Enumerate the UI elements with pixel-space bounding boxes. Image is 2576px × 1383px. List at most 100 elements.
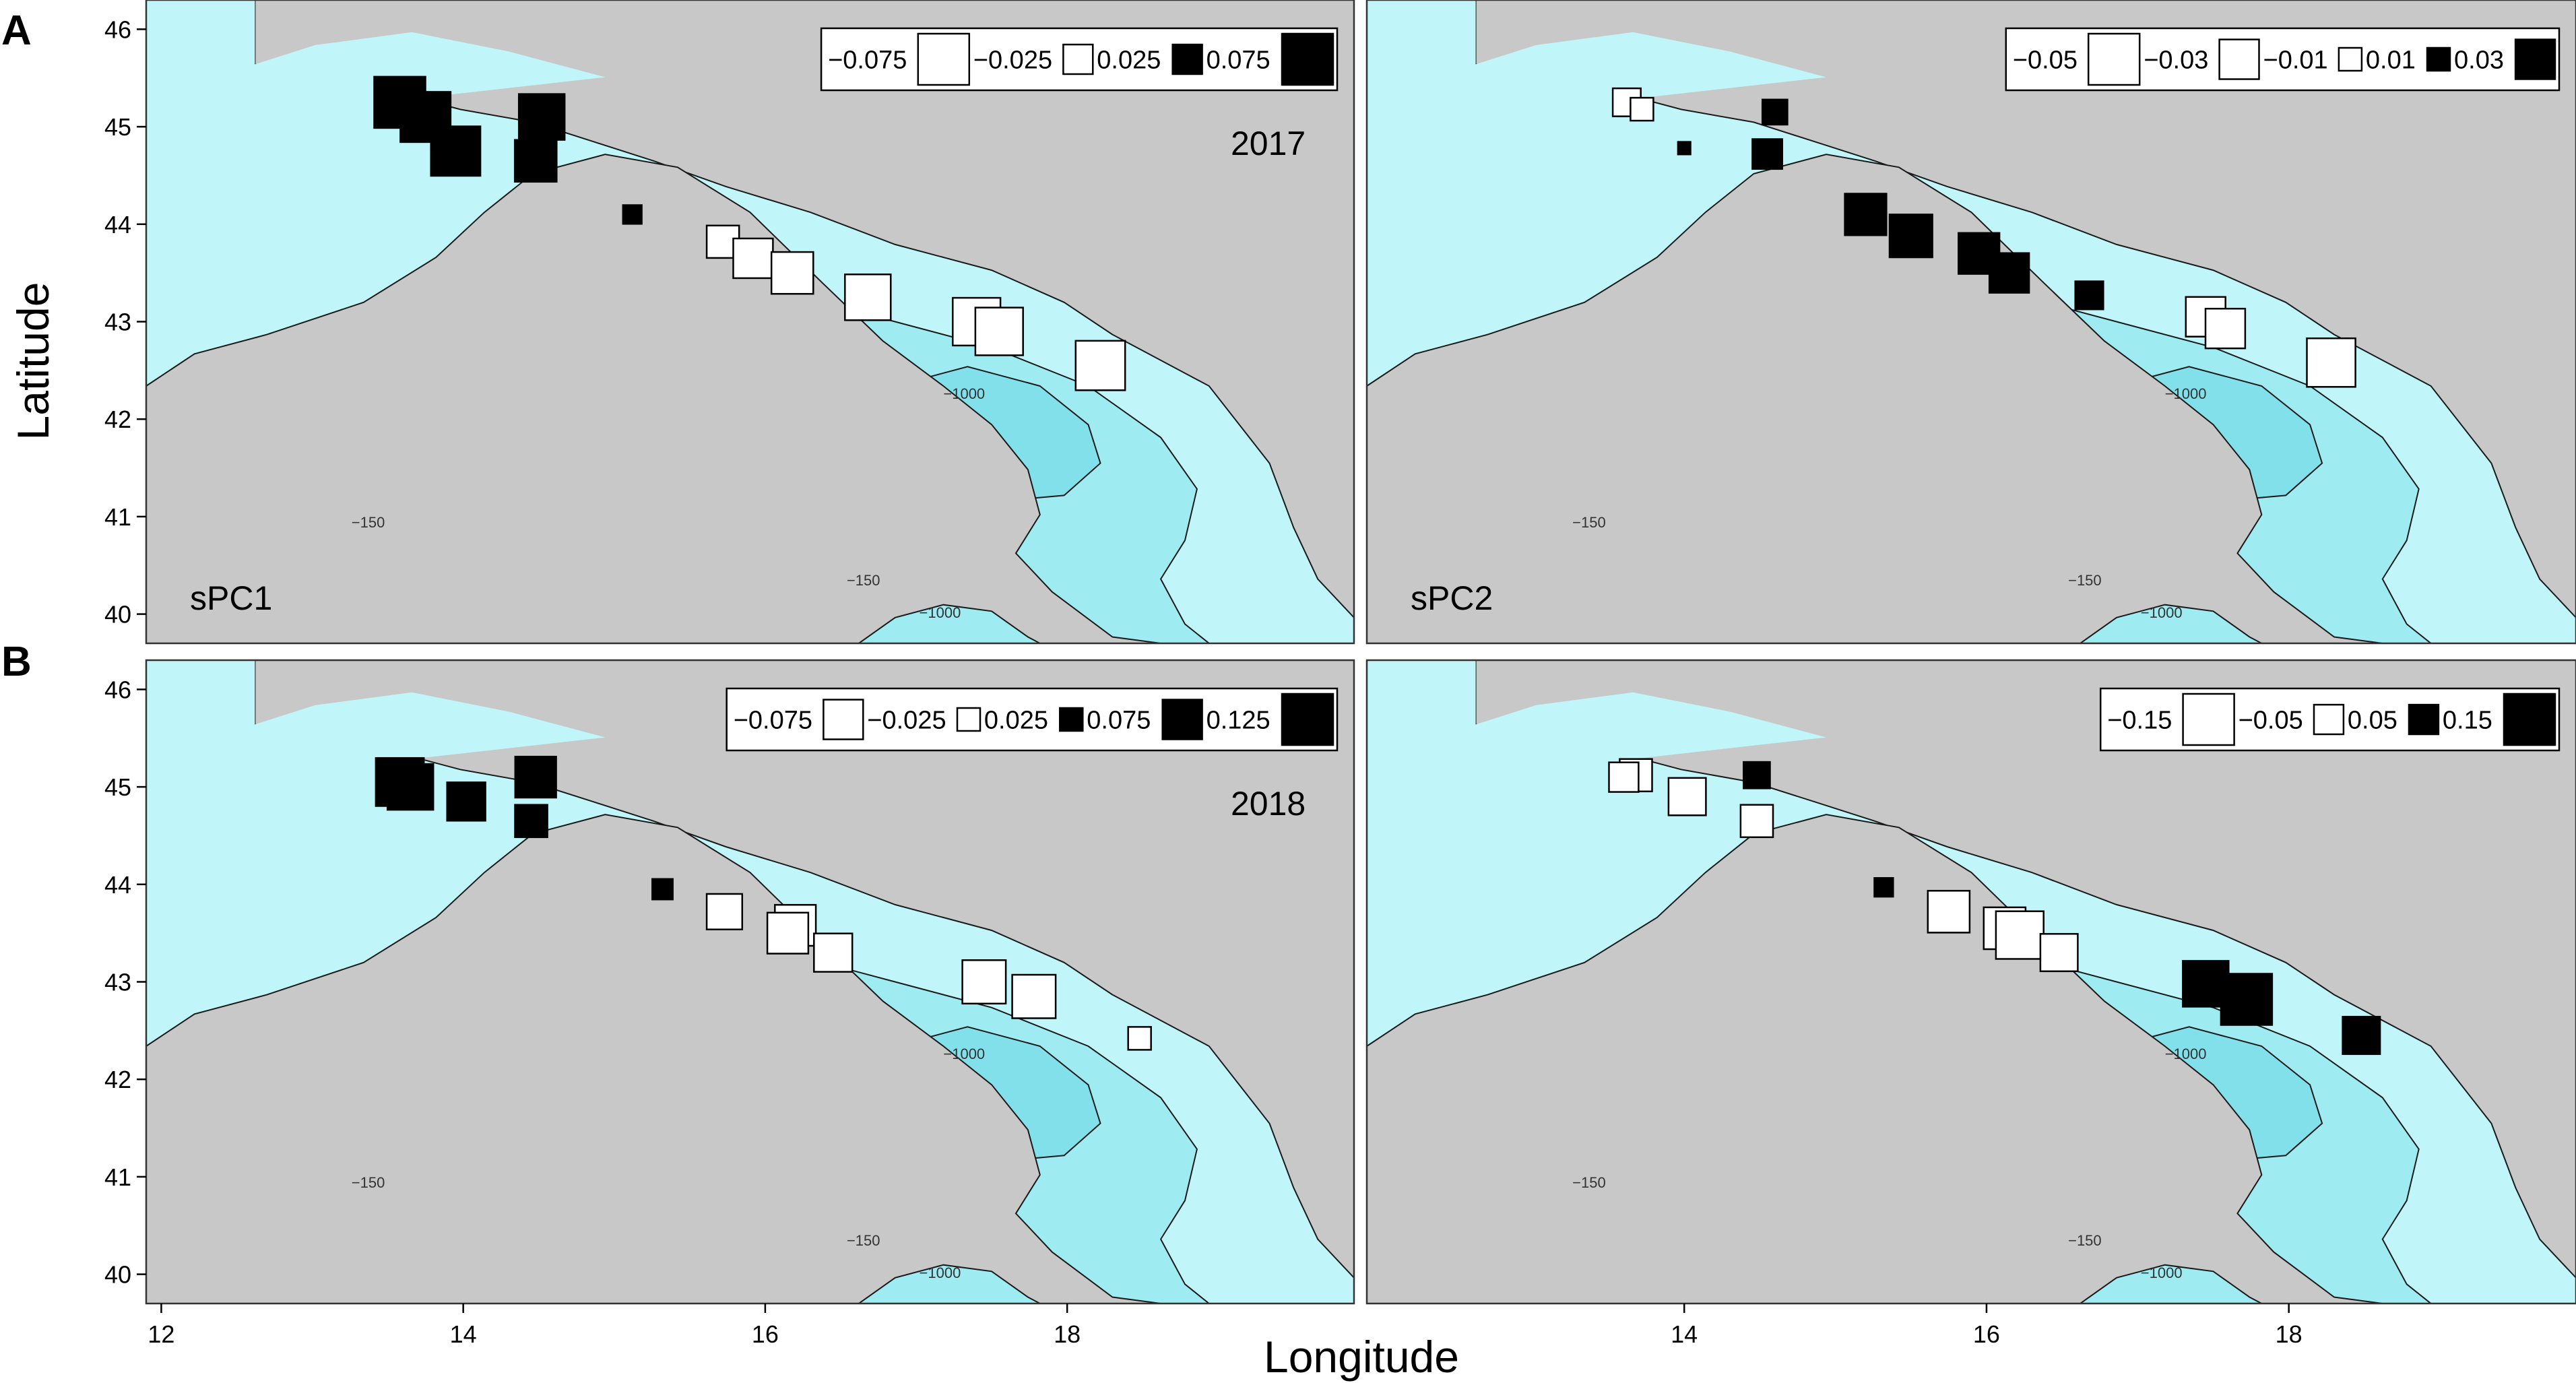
contour-label-1000-south: −1000	[2141, 604, 2183, 621]
year-label: 2018	[1231, 785, 1306, 823]
legend-label: −0.025	[973, 46, 1052, 74]
contour-label-150-south: −150	[2068, 572, 2102, 589]
panel-letter-a: A	[1, 7, 32, 54]
legend-swatch	[823, 699, 864, 740]
lat-tick-label: 43	[104, 309, 131, 336]
site-marker	[514, 804, 548, 839]
legend-label: 0.03	[2454, 46, 2504, 74]
legend-swatch	[2313, 703, 2345, 736]
lon-tick-label: 14	[1671, 1320, 1698, 1348]
legend-swatch	[1171, 43, 1203, 75]
legend-swatch	[2514, 38, 2556, 80]
legend-a2: −0.05 −0.03 −0.01 0.01 0.03	[2005, 27, 2561, 92]
site-marker	[430, 125, 482, 177]
lon-tick-label: 16	[1973, 1320, 2000, 1348]
site-marker	[813, 932, 854, 973]
x-axis-label: Longitude	[1264, 1332, 1459, 1382]
lat-tick-label: 44	[104, 871, 131, 899]
legend-swatch	[1161, 699, 1203, 740]
map-panel-b2: −1000 −150 −1000 −150	[1367, 660, 2576, 1304]
site-marker	[844, 274, 892, 321]
map-panel-b1: −1000 −150 −1000 −150	[146, 660, 1354, 1304]
contour-label-150: −150	[352, 1174, 385, 1191]
legend-swatch	[2087, 32, 2141, 86]
site-marker	[1927, 890, 1971, 934]
lon-tick-label: 16	[752, 1320, 779, 1348]
lat-tick-label: 40	[104, 601, 131, 629]
legend-label: 0.025	[984, 706, 1048, 734]
legend-label: −0.075	[734, 706, 812, 734]
site-marker	[961, 959, 1007, 1005]
site-marker	[1873, 877, 1894, 898]
contour-label-1000-south: −1000	[2141, 1264, 2183, 1281]
lat-tick-label: 46	[104, 15, 131, 43]
site-marker	[1743, 761, 1771, 790]
site-marker	[446, 781, 486, 822]
site-marker	[766, 911, 810, 955]
legend-swatch	[2182, 693, 2235, 746]
sea-north	[146, 0, 606, 129]
lat-tick-label: 41	[104, 1163, 131, 1191]
site-marker	[1630, 96, 1654, 122]
sea-north	[146, 660, 606, 789]
site-marker	[1677, 141, 1692, 156]
site-marker	[1667, 777, 1707, 816]
site-marker	[2074, 280, 2104, 311]
contour-label-150-south: −150	[847, 1232, 880, 1249]
land-italy	[1367, 814, 2383, 1304]
legend-label: −0.05	[2239, 706, 2303, 734]
legend-swatch	[2338, 46, 2363, 72]
legend-label: 0.025	[1097, 46, 1161, 74]
contour-label-1000: −1000	[2165, 385, 2207, 402]
lat-tick-label: 44	[104, 211, 131, 238]
legend-b2: −0.15 −0.05 0.05 0.15	[2099, 687, 2561, 752]
contour-label-150: −150	[352, 514, 385, 531]
site-marker	[2306, 337, 2356, 388]
site-marker	[1761, 98, 1789, 126]
legend-swatch	[2503, 693, 2556, 746]
contour-label-150: −150	[1572, 1174, 1606, 1191]
site-marker	[770, 251, 814, 295]
legend-label: 0.15	[2443, 706, 2492, 734]
site-marker	[1608, 761, 1640, 793]
site-marker	[1988, 252, 2030, 294]
lat-tick-label: 46	[104, 676, 131, 703]
site-marker	[1011, 973, 1057, 1019]
legend-label: 0.01	[2366, 46, 2416, 74]
sea-north	[1367, 660, 1827, 789]
site-marker	[517, 93, 566, 141]
lat-tick-label: 40	[104, 1261, 131, 1289]
legend-b1: −0.075 −0.025 0.025 0.075 0.125	[726, 687, 1339, 752]
panel-frame	[1365, 659, 2576, 1305]
site-marker	[1739, 804, 1774, 839]
lon-tick-label: 14	[450, 1320, 477, 1348]
map-panel-a1: −1000 −150 −1000 −150	[146, 0, 1354, 643]
site-marker	[2220, 973, 2274, 1026]
legend-label: 0.05	[2348, 706, 2397, 734]
lon-tick-label: 18	[2276, 1320, 2303, 1348]
legend-swatch	[2218, 38, 2260, 80]
legend-label: 0.075	[1206, 46, 1270, 74]
lat-tick-label: 42	[104, 1066, 131, 1093]
legend-a1: −0.075 −0.025 0.025 0.075	[820, 27, 1339, 92]
lat-tick-label: 43	[104, 969, 131, 996]
y-axis-label: Latitude	[8, 282, 58, 441]
lat-tick-label: 45	[104, 113, 131, 141]
contour-label-1000: −1000	[943, 385, 985, 402]
site-marker	[705, 893, 744, 930]
legend-label: −0.05	[2013, 46, 2078, 74]
site-marker	[1074, 340, 1126, 391]
lat-tick-label: 45	[104, 773, 131, 801]
site-marker	[974, 307, 1024, 356]
legend-swatch	[1281, 693, 1334, 746]
contour-label-1000: −1000	[943, 1046, 985, 1062]
lon-tick-label: 18	[1054, 1320, 1081, 1348]
legend-swatch	[1062, 43, 1094, 75]
contour-label-1000-south: −1000	[920, 604, 961, 621]
lat-tick-label: 41	[104, 503, 131, 531]
site-marker	[1995, 910, 2044, 960]
legend-label: −0.03	[2144, 46, 2208, 74]
site-marker	[2342, 1016, 2381, 1056]
